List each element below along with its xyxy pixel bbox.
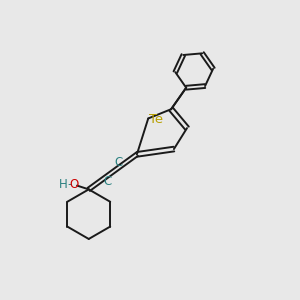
Text: -: - xyxy=(67,178,71,190)
Text: C: C xyxy=(103,175,112,188)
Text: H: H xyxy=(59,178,68,190)
Text: C: C xyxy=(114,156,122,169)
Text: O: O xyxy=(70,178,79,190)
Text: Te: Te xyxy=(149,113,164,126)
